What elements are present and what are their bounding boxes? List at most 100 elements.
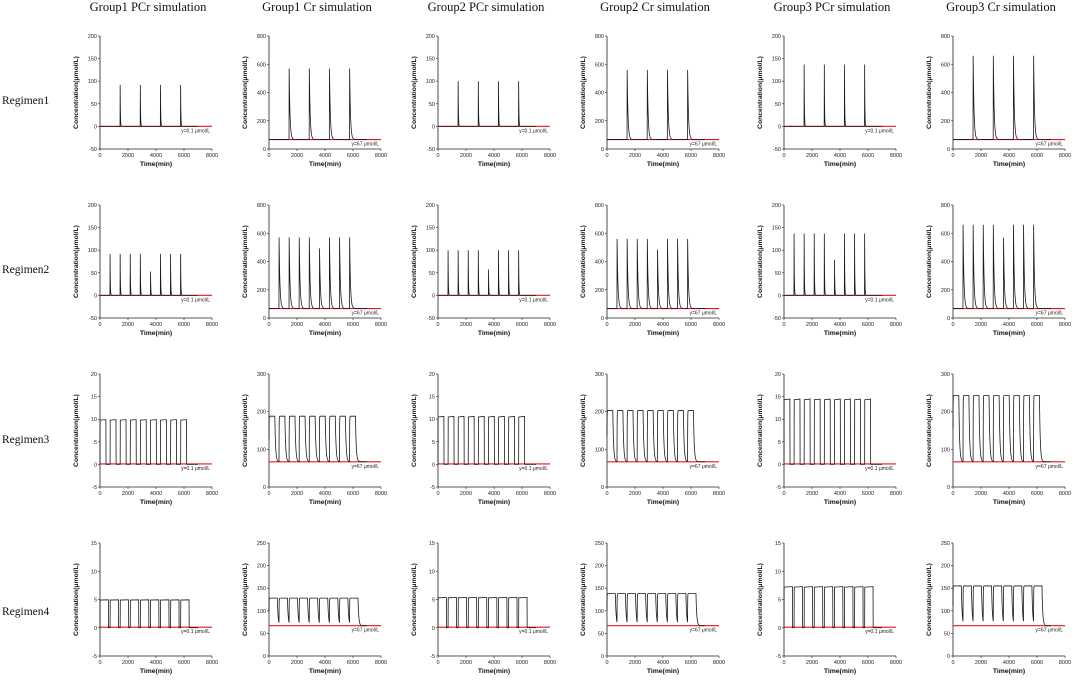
x-tick-label: 2000 xyxy=(122,322,134,328)
x-tick-label: 6000 xyxy=(347,153,359,159)
y-tick-label: 0 xyxy=(432,626,435,632)
series-line xyxy=(268,415,367,463)
y-tick-label: 10 xyxy=(775,569,781,575)
x-tick-label: 6000 xyxy=(862,153,874,159)
reference-label: y=0.1 μmol/L xyxy=(519,128,548,134)
x-tick-label: 0 xyxy=(951,660,954,666)
reference-label: y=67 μmol/L xyxy=(352,142,380,148)
y-tick-label: -5 xyxy=(92,654,97,660)
x-tick-label: 2000 xyxy=(975,153,987,159)
reference-label: y=0.1 μmol/L xyxy=(181,297,210,303)
series-line xyxy=(784,233,882,296)
series-line xyxy=(953,224,1051,309)
series-line xyxy=(607,69,705,140)
y-tick-label: 0 xyxy=(778,293,781,299)
x-axis-label: Time(min) xyxy=(140,330,172,337)
y-tick-label: 0 xyxy=(432,124,435,130)
x-tick-label: 6000 xyxy=(516,322,528,328)
reference-label: y=67 μmol/L xyxy=(352,311,380,317)
reference-label: y=67 μmol/L xyxy=(1036,464,1064,470)
series-line xyxy=(783,398,882,465)
y-tick-label: 10 xyxy=(429,417,435,423)
row-label: Regimen2 xyxy=(2,264,50,276)
y-tick-label: -50 xyxy=(427,316,435,322)
y-tick-label: 15 xyxy=(775,541,781,547)
x-tick-label: 6000 xyxy=(347,322,359,328)
y-axis-label: Concentration(μmol/L) xyxy=(580,56,587,129)
x-tick-label: 2000 xyxy=(806,491,818,497)
y-tick-label: 20 xyxy=(775,372,781,378)
reference-label: y=0.1 μmol/L xyxy=(865,128,894,134)
x-tick-label: 6000 xyxy=(685,660,697,666)
reference-label: y=0.1 μmol/L xyxy=(519,466,548,472)
y-tick-label: 200 xyxy=(595,564,604,570)
y-tick-label: 100 xyxy=(426,248,435,254)
y-tick-label: 800 xyxy=(595,34,604,40)
y-axis-label: Concentration(μmol/L) xyxy=(926,394,933,467)
y-tick-label: 800 xyxy=(941,34,950,40)
x-tick-label: 4000 xyxy=(150,491,162,497)
y-axis-label: Concentration(μmol/L) xyxy=(73,225,80,298)
y-tick-label: 5 xyxy=(94,440,97,446)
y-axis-label: Concentration(μmol/L) xyxy=(926,225,933,298)
y-axis-label: Concentration(μmol/L) xyxy=(242,394,249,467)
y-tick-label: -50 xyxy=(89,147,97,153)
x-tick-label: 2000 xyxy=(291,491,303,497)
y-tick-label: 0 xyxy=(778,124,781,130)
y-tick-label: -5 xyxy=(776,485,781,491)
y-tick-label: 150 xyxy=(88,226,97,232)
x-tick-label: 0 xyxy=(267,153,270,159)
x-axis-label: Time(min) xyxy=(993,499,1025,506)
y-tick-label: 150 xyxy=(595,586,604,592)
y-tick-label: 200 xyxy=(257,288,266,294)
y-tick-label: 100 xyxy=(257,609,266,615)
y-axis-label: Concentration(μmol/L) xyxy=(757,225,764,298)
x-tick-label: 6000 xyxy=(516,660,528,666)
x-tick-label: 2000 xyxy=(460,660,472,666)
reference-label: y=0.1 μmol/L xyxy=(181,466,210,472)
series-line xyxy=(784,64,882,127)
y-axis-label: Concentration(μmol/L) xyxy=(580,563,587,636)
y-tick-label: 150 xyxy=(426,226,435,232)
reference-label: y=67 μmol/L xyxy=(690,142,718,148)
x-tick-label: 4000 xyxy=(1003,491,1015,497)
x-tick-label: 6000 xyxy=(1031,660,1043,666)
x-tick-label: 2000 xyxy=(806,660,818,666)
x-axis-label: Time(min) xyxy=(824,499,856,506)
row-label: Regimen4 xyxy=(2,606,50,618)
x-tick-label: 8000 xyxy=(544,322,556,328)
y-tick-label: 10 xyxy=(429,569,435,575)
y-axis-label: Concentration(μmol/L) xyxy=(242,563,249,636)
x-tick-label: 8000 xyxy=(1059,153,1071,159)
y-tick-label: 50 xyxy=(429,102,435,108)
x-tick-label: 2000 xyxy=(629,153,641,159)
y-tick-label: 600 xyxy=(595,62,604,68)
y-tick-label: 15 xyxy=(91,395,97,401)
x-tick-label: 2000 xyxy=(629,660,641,666)
reference-label: y=67 μmol/L xyxy=(1036,311,1064,317)
y-tick-label: 200 xyxy=(772,34,781,40)
column-title: Group3 PCr simulation xyxy=(774,0,891,14)
x-tick-label: 4000 xyxy=(834,153,846,159)
x-tick-label: 6000 xyxy=(178,660,190,666)
y-tick-label: 0 xyxy=(263,485,266,491)
y-tick-label: 5 xyxy=(94,598,97,604)
series-line xyxy=(607,238,705,309)
x-tick-label: 6000 xyxy=(347,491,359,497)
y-axis-label: Concentration(μmol/L) xyxy=(411,225,418,298)
x-tick-label: 6000 xyxy=(516,491,528,497)
x-tick-label: 6000 xyxy=(178,322,190,328)
x-tick-label: 0 xyxy=(782,153,785,159)
series-line xyxy=(269,237,367,309)
x-tick-label: 0 xyxy=(267,660,270,666)
y-axis-label: Concentration(μmol/L) xyxy=(757,56,764,129)
reference-label: y=67 μmol/L xyxy=(690,628,718,634)
x-tick-label: 6000 xyxy=(685,322,697,328)
reference-label: y=67 μmol/L xyxy=(352,464,380,470)
y-tick-label: 100 xyxy=(88,248,97,254)
x-tick-label: 4000 xyxy=(150,153,162,159)
y-tick-label: 0 xyxy=(94,626,97,632)
series-line xyxy=(437,416,536,465)
y-tick-label: 250 xyxy=(941,541,950,547)
x-tick-label: 6000 xyxy=(178,153,190,159)
